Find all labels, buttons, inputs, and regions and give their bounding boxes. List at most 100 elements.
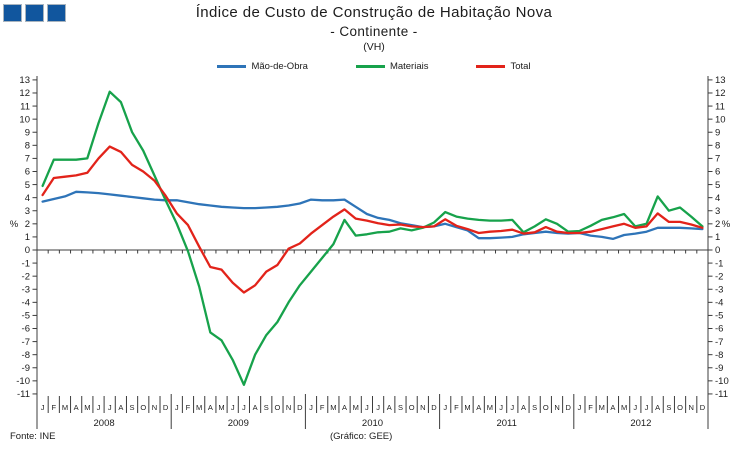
y-tick-label-right: -5 [715, 311, 723, 322]
y-tick-label-left: 9 [25, 127, 30, 138]
logo-square [47, 4, 66, 22]
chart-title: Índice de Custo de Construção de Habitaç… [195, 4, 553, 21]
month-label: J [499, 403, 503, 412]
month-label: O [543, 403, 549, 412]
month-label: F [51, 403, 56, 412]
month-label: F [320, 403, 325, 412]
chart-legend: Mão-de-Obra Materiais Total [0, 61, 748, 72]
month-label: F [186, 403, 191, 412]
month-label: J [443, 403, 447, 412]
month-label: S [532, 403, 537, 412]
month-label: J [365, 403, 369, 412]
logo-square [3, 4, 22, 22]
y-tick-label-right: 0 [715, 245, 720, 256]
month-label: A [74, 403, 79, 412]
month-label: A [521, 403, 526, 412]
y-tick-label-right: 4 [715, 193, 720, 204]
y-tick-label-right: -9 [715, 363, 723, 374]
ine-logo [3, 4, 66, 22]
month-label: J [376, 403, 380, 412]
month-label: O [409, 403, 415, 412]
legend-item-materiais: Materiais [355, 61, 429, 72]
month-label: M [84, 403, 90, 412]
y-tick-label-right: 11 [715, 101, 725, 112]
month-label: A [476, 403, 481, 412]
month-label: A [208, 403, 213, 412]
month-label: A [342, 403, 347, 412]
y-tick-label-left: 13 [19, 75, 30, 86]
month-label: D [565, 403, 571, 412]
y-tick-label-left: 8 [25, 141, 30, 152]
y-tick-label-right: -11 [715, 389, 728, 400]
month-label: A [610, 403, 615, 412]
y-tick-label-right: -6 [715, 324, 723, 335]
series-line-m-o-de-obra [41, 190, 704, 241]
y-tick-label-left: 10 [19, 114, 30, 125]
y-tick-label-left: -8 [22, 350, 30, 361]
month-label: M [621, 403, 627, 412]
legend-label: Materiais [389, 61, 429, 72]
y-axis-unit-left: % [10, 219, 19, 230]
y-tick-label-right: 12 [715, 88, 726, 99]
month-label: S [666, 403, 671, 412]
y-tick-label-right: -10 [715, 376, 729, 387]
y-tick-label-left: -4 [22, 298, 30, 309]
month-label: M [487, 403, 493, 412]
month-label: O [275, 403, 281, 412]
month-label: A [655, 403, 660, 412]
y-tick-label-left: 5 [25, 180, 30, 191]
y-tick-label-left: 7 [25, 154, 30, 165]
y-tick-label-right: -3 [715, 284, 723, 295]
month-label: M [196, 403, 202, 412]
graphic-credit-note: (Gráfico: GEE) [330, 431, 393, 442]
y-tick-label-left: -2 [22, 271, 30, 282]
month-label: J [175, 403, 179, 412]
year-label: 2010 [362, 418, 383, 429]
y-tick-label-right: 13 [715, 75, 726, 86]
source-note: Fonte: INE [10, 431, 56, 442]
y-tick-label-left: 11 [20, 101, 30, 112]
legend-item-total: Total [476, 61, 531, 72]
y-tick-label-right: 9 [715, 127, 720, 138]
month-label: N [286, 403, 291, 412]
legend-line-swatch [217, 65, 247, 68]
month-label: D [297, 403, 303, 412]
y-tick-label-right: 3 [715, 206, 720, 217]
month-label: F [454, 403, 459, 412]
month-label: A [387, 403, 392, 412]
y-tick-label-right: 5 [715, 180, 720, 191]
legend-line-swatch [355, 65, 385, 68]
chart-unit-note: (VH) [363, 41, 385, 53]
month-label: M [353, 403, 359, 412]
month-label: J [309, 403, 313, 412]
month-label: S [264, 403, 269, 412]
y-tick-label-right: 7 [715, 154, 720, 165]
month-label: S [398, 403, 403, 412]
month-label: A [253, 403, 258, 412]
legend-label: Mão-de-Obra [251, 61, 308, 72]
series-line-materiais [41, 90, 704, 386]
y-tick-label-left: 3 [25, 206, 30, 217]
month-label: J [633, 403, 637, 412]
y-tick-label-right: 10 [715, 114, 726, 125]
series-line-total [41, 145, 704, 294]
y-tick-label-right: 2 [715, 219, 720, 230]
y-tick-label-left: -3 [22, 284, 30, 295]
y-tick-label-right: 6 [715, 167, 720, 178]
y-tick-label-left: -1 [22, 258, 30, 269]
month-label: M [330, 403, 336, 412]
y-tick-label-right: 1 [715, 232, 720, 243]
y-tick-label-left: 0 [25, 245, 30, 256]
y-tick-label-right: -8 [715, 350, 723, 361]
month-label: J [97, 403, 101, 412]
y-axis-unit-right: % [722, 219, 731, 230]
month-label: J [578, 403, 582, 412]
y-tick-label-left: 1 [25, 232, 30, 243]
y-tick-label-left: -11 [17, 389, 30, 400]
y-tick-label-left: -5 [22, 311, 30, 322]
chart-subtitle: - Continente - [330, 24, 418, 39]
y-tick-label-left: -7 [22, 337, 30, 348]
month-label: J [231, 403, 235, 412]
y-tick-label-left: -9 [22, 363, 30, 374]
